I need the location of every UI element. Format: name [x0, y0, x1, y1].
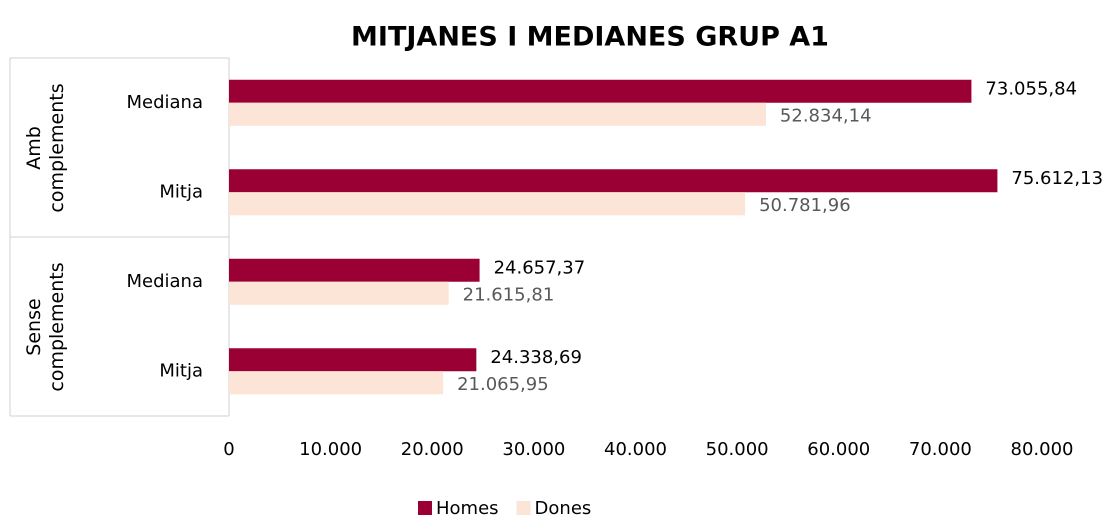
x-tick-label: 80.000: [1011, 439, 1074, 460]
bar: [229, 258, 480, 282]
chart-title: MITJANES I MEDIANES GRUP A1: [351, 22, 829, 53]
bar: [229, 169, 998, 193]
value-label: 21.615,81: [463, 284, 555, 305]
y-tick-label: Mediana: [127, 92, 204, 113]
value-label: 24.338,69: [490, 347, 582, 368]
x-tick-label: 60.000: [807, 439, 870, 460]
value-label: 52.834,14: [780, 105, 872, 126]
x-tick-label: 30.000: [502, 439, 565, 460]
x-tick-label: 40.000: [604, 439, 667, 460]
group-label: Sense complements: [23, 261, 68, 392]
value-label: 24.657,37: [494, 257, 586, 278]
value-label: 73.055,84: [985, 78, 1077, 99]
value-label: 50.781,96: [759, 195, 851, 216]
value-label: 21.065,95: [457, 374, 549, 395]
x-tick-label: 10.000: [299, 439, 362, 460]
legend-swatch: [418, 501, 432, 515]
x-tick-label: 0: [223, 439, 234, 460]
legend-label: Homes: [436, 498, 499, 519]
value-label: 75.612,13: [1011, 168, 1103, 189]
bar: [229, 371, 444, 395]
bar: [229, 348, 477, 372]
bar: [229, 281, 449, 305]
y-tick-label: Mediana: [127, 271, 204, 292]
bar: [229, 79, 972, 103]
legend-swatch: [516, 501, 531, 515]
x-tick-label: 50.000: [706, 439, 769, 460]
bar: [229, 102, 766, 126]
x-tick-label: 70.000: [909, 439, 972, 460]
y-tick-label: Mitja: [159, 360, 203, 381]
legend-label: Dones: [535, 498, 592, 519]
group-label: Amb complements: [23, 82, 68, 213]
y-tick-label: Mitja: [159, 181, 203, 202]
x-tick-label: 20.000: [401, 439, 464, 460]
bar: [229, 192, 746, 216]
